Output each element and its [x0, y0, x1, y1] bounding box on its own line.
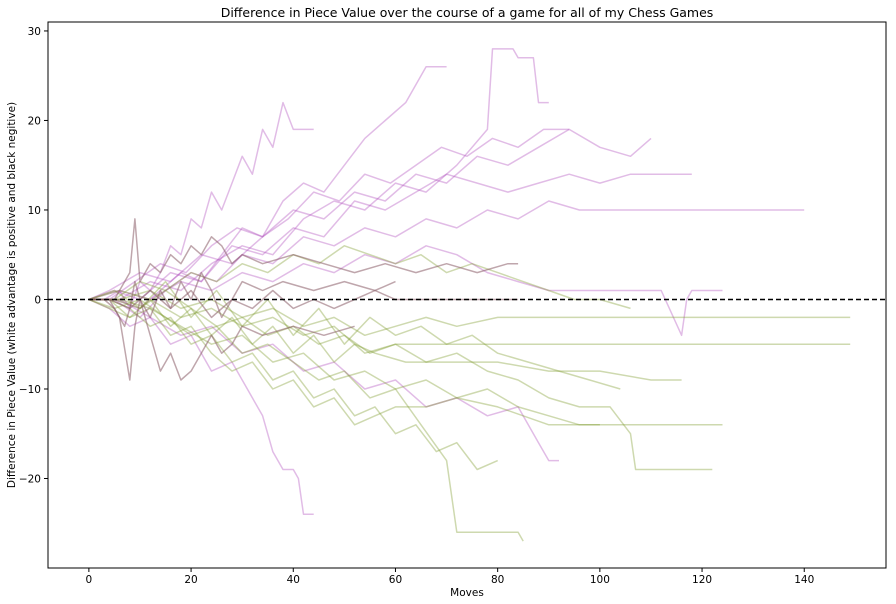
y-tick-label: −20	[19, 473, 41, 485]
series-line-game-l	[88, 298, 524, 542]
y-axis: −20 −10 0 10 20 30	[19, 26, 48, 485]
y-tick-label: 20	[28, 115, 41, 127]
x-tick-label: 120	[692, 574, 712, 586]
x-axis-label: Moves	[450, 587, 484, 599]
x-tick-label: 100	[590, 574, 610, 586]
series-line-game-m	[88, 289, 851, 337]
series-line-game-w	[88, 218, 519, 301]
x-axis: 0 20 40 60 80 100 120 140	[86, 568, 814, 586]
series-line-game-e	[88, 200, 805, 319]
series-line-game-o	[88, 298, 723, 426]
series-line-game-v	[88, 298, 355, 381]
chart-title: Difference in Piece Value over the cours…	[221, 5, 714, 20]
series-line-game-k	[88, 298, 498, 471]
series-line-game-f	[88, 298, 314, 516]
series-line-game-b	[88, 66, 447, 310]
series-line-game-c	[88, 48, 549, 301]
series-line-game-t	[88, 280, 621, 390]
series-line-game-r	[88, 298, 682, 381]
x-tick-label: 40	[287, 574, 300, 586]
series-line-game-s	[88, 298, 600, 426]
x-tick-label: 20	[184, 574, 197, 586]
y-axis-label: Difference in Piece Value (white advanta…	[6, 102, 18, 488]
series-line-game-h	[88, 173, 692, 301]
x-tick-label: 80	[491, 574, 504, 586]
series-line-game-p	[88, 289, 713, 471]
series-line-game-u	[88, 271, 396, 328]
series-line-game-q	[88, 245, 631, 310]
series-layer	[88, 48, 851, 542]
x-tick-label: 60	[389, 574, 402, 586]
series-line-game-d	[88, 128, 652, 301]
series-line-game-a	[88, 101, 314, 310]
y-tick-label: 10	[28, 205, 41, 217]
y-tick-label: 30	[28, 26, 41, 38]
series-line-game-i	[88, 298, 559, 462]
x-tick-label: 140	[794, 574, 814, 586]
y-tick-label: −10	[19, 384, 41, 396]
y-tick-label: 0	[34, 294, 41, 306]
x-tick-label: 0	[86, 574, 93, 586]
series-line-game-g	[88, 245, 723, 337]
plot-frame	[47, 21, 887, 569]
